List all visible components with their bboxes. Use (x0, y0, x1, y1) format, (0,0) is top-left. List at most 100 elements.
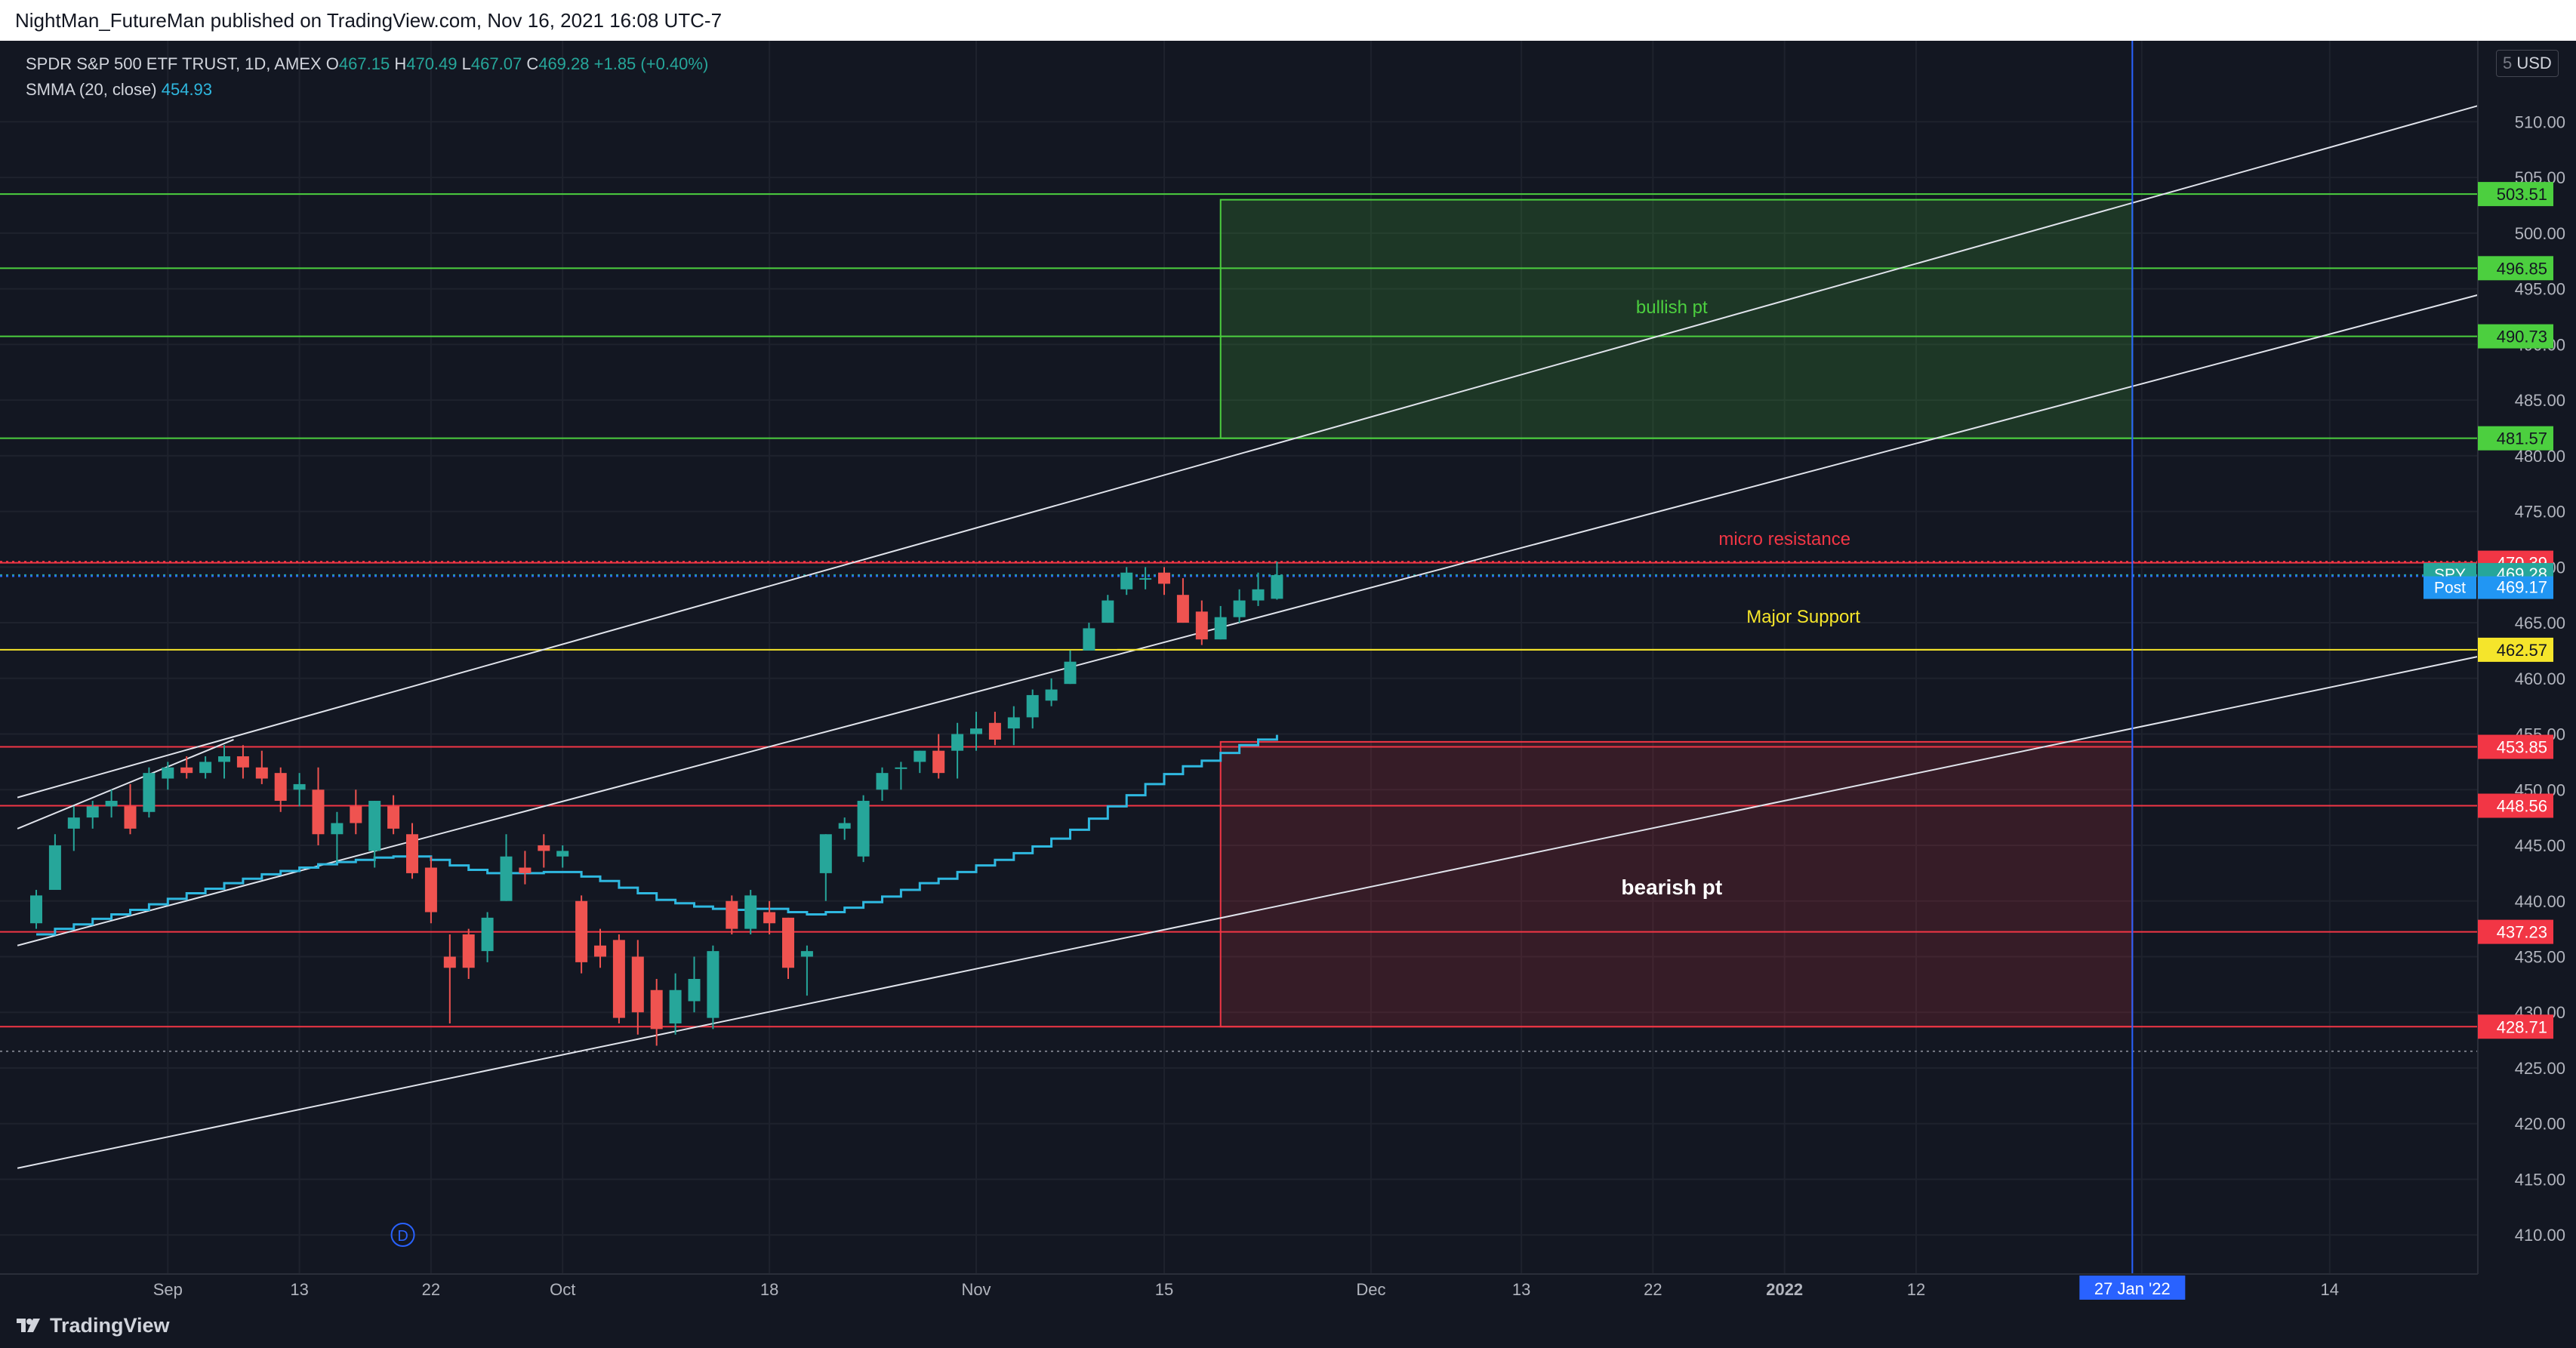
candle-body (255, 767, 268, 779)
trendlines (17, 105, 2480, 1169)
level-price-tag-label: 448.56 (2497, 797, 2547, 816)
level-price-tag (2478, 919, 2553, 944)
price-tick-label: 445.00 (2515, 836, 2565, 855)
level-price-tag (2478, 1014, 2553, 1039)
trendline[interactable] (17, 655, 2480, 1169)
candle-body (914, 750, 926, 762)
level-price-tag (2478, 324, 2553, 349)
candle-body (895, 767, 907, 769)
time-tick-label: 22 (422, 1280, 440, 1299)
candle-body (1252, 589, 1265, 601)
price-tick-label: 440.00 (2515, 892, 2565, 911)
candle-body (763, 912, 776, 924)
candle-body (857, 801, 870, 857)
time-tick-label: 18 (760, 1280, 778, 1299)
candle-body (1120, 572, 1133, 589)
candle-body (1026, 694, 1039, 718)
candle-body (688, 979, 701, 1002)
candle-body (1102, 600, 1114, 623)
candle-body (1139, 578, 1152, 580)
candle-body (538, 845, 550, 851)
level-price-tag (2478, 256, 2553, 281)
candle-body (1176, 595, 1189, 623)
price-tick-label: 475.00 (2515, 503, 2565, 522)
zone-bullish-pt (1219, 199, 2134, 439)
currency-partial-digit: 5 (2503, 54, 2513, 72)
candle-body (368, 801, 381, 851)
level-price-tag-label: 437.23 (2497, 923, 2547, 942)
publish-header: NightMan_FutureMan published on TradingV… (0, 0, 2576, 41)
candle-body (1214, 617, 1227, 640)
candle-body (86, 806, 99, 818)
price-chart[interactable]: bullish pt micro resistance Major Support b… (0, 41, 2576, 1301)
annotation-micro-resistance: micro resistance (1718, 529, 1850, 549)
legend-ohlc-row: SPDR S&P 500 ETF TRUST, 1D, AMEX O467.15… (26, 51, 708, 77)
candle-body (970, 728, 982, 734)
dividend-marker-label: D (397, 1228, 408, 1245)
level-price-tag (2478, 426, 2553, 451)
candle-body (293, 783, 306, 790)
time-tick-label: 13 (290, 1280, 308, 1299)
candle-body (1195, 611, 1208, 640)
candle-body (124, 806, 137, 829)
price-tick-label: 435.00 (2515, 948, 2565, 967)
candle-body (462, 934, 475, 968)
chart-area[interactable]: bullish pt micro resistance Major Support b… (0, 41, 2576, 1301)
candle-body (105, 801, 118, 807)
indicator-name[interactable]: SMMA (20, close) (26, 80, 157, 99)
time-tick-label: Nov (961, 1280, 991, 1299)
currency-label: USD (2516, 54, 2552, 72)
candle-body (575, 900, 588, 962)
footer: TradingView (0, 1301, 2576, 1348)
price-tick-label: 510.00 (2515, 112, 2565, 131)
time-tick-label: 13 (1512, 1280, 1530, 1299)
trendline[interactable] (17, 294, 2480, 946)
legend-symbol[interactable]: SPDR S&P 500 ETF TRUST, 1D, AMEX (26, 54, 322, 73)
candle-body (519, 867, 532, 873)
candle-body (443, 956, 456, 968)
short-segment (17, 738, 234, 829)
legend-high: 470.49 (406, 54, 458, 73)
candle-body (726, 900, 738, 929)
candle-body (556, 851, 569, 857)
legend-high-label: H (394, 54, 407, 73)
legend-change: +1.85 (+0.40%) (593, 54, 709, 73)
candle-body (951, 734, 964, 751)
candle-body (838, 823, 851, 829)
time-tick-label: 2022 (1766, 1280, 1803, 1299)
price-tick-label: 500.00 (2515, 224, 2565, 243)
currency-badge[interactable]: 5 USD (2496, 50, 2559, 77)
candle-body (180, 767, 193, 774)
candle-body (143, 773, 156, 812)
legend-open-label: O (325, 54, 339, 73)
level-price-tag (2478, 734, 2553, 759)
candle-body (1233, 600, 1246, 617)
candle-body (744, 895, 757, 929)
tradingview-logo[interactable]: TradingView (15, 1312, 170, 1339)
vertical-date-tag (2079, 1276, 2186, 1300)
level-price-tag-label: 481.57 (2497, 429, 2547, 448)
candle-body (331, 823, 344, 835)
price-tag-prefix-label: Post (2434, 580, 2466, 597)
trendline[interactable] (17, 105, 2480, 799)
legend-close-label: C (526, 54, 539, 73)
level-price-tag-label: 462.57 (2497, 641, 2547, 660)
candle-body (1007, 717, 1020, 729)
candle-body (312, 789, 325, 835)
price-tick-label: 415.00 (2515, 1170, 2565, 1189)
candle-body (1083, 628, 1095, 651)
candle-body (1158, 572, 1170, 584)
price-tick-label: 420.00 (2515, 1115, 2565, 1134)
publish-line: NightMan_FutureMan published on TradingV… (15, 9, 723, 32)
candle-body (500, 856, 513, 901)
candle-body (406, 834, 418, 873)
price-tick-label: 460.00 (2515, 669, 2565, 688)
legend-low: 467.07 (470, 54, 522, 73)
candle-body (218, 756, 230, 762)
candle-body (48, 845, 61, 891)
candle-body (612, 940, 625, 1018)
candle-body (707, 951, 719, 1018)
annotation-major-support: Major Support (1746, 607, 1860, 627)
candle-body (594, 945, 606, 957)
level-price-tag (2478, 793, 2553, 818)
